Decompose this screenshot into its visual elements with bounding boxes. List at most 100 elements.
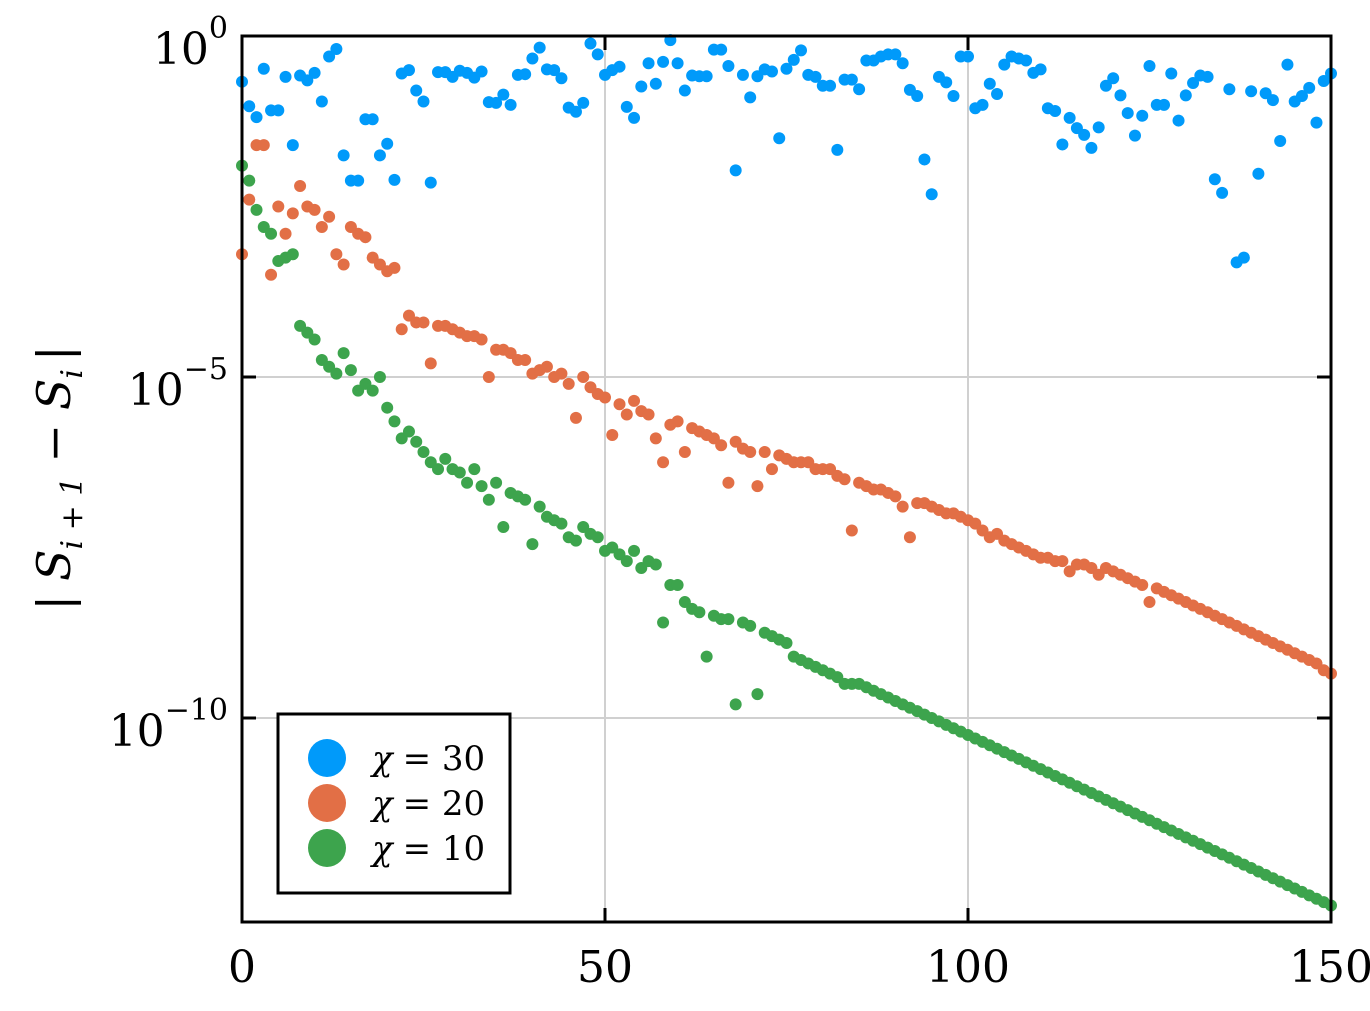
point-chi10 bbox=[337, 347, 350, 360]
point-chi30 bbox=[330, 42, 343, 55]
point-chi10 bbox=[744, 619, 757, 632]
point-chi30 bbox=[678, 84, 691, 97]
point-chi10 bbox=[729, 698, 742, 711]
point-chi30 bbox=[1107, 72, 1120, 85]
point-chi20 bbox=[569, 411, 582, 424]
point-chi30 bbox=[1274, 135, 1287, 148]
point-chi10 bbox=[555, 517, 568, 530]
point-chi20 bbox=[257, 139, 270, 152]
point-chi30 bbox=[417, 95, 430, 108]
point-chi10 bbox=[381, 401, 394, 414]
data-points bbox=[236, 34, 1337, 912]
y-axis-label-text: |Si + 1−Si| bbox=[27, 345, 90, 610]
point-chi20 bbox=[540, 360, 553, 373]
point-chi20 bbox=[482, 371, 495, 383]
point-chi30 bbox=[780, 62, 793, 75]
point-chi30 bbox=[962, 50, 974, 63]
point-chi10 bbox=[533, 500, 546, 513]
point-chi30 bbox=[1295, 90, 1308, 103]
point-chi30 bbox=[845, 73, 858, 86]
point-chi20 bbox=[903, 531, 916, 544]
point-chi30 bbox=[315, 95, 328, 108]
legend-label-chi10: χ = 10 bbox=[370, 829, 485, 869]
point-chi20 bbox=[337, 258, 350, 271]
point-chi10 bbox=[693, 606, 706, 619]
point-chi10 bbox=[402, 425, 415, 438]
point-chi30 bbox=[925, 188, 938, 201]
point-chi20 bbox=[628, 394, 641, 407]
x-tick-label: 50 bbox=[577, 942, 633, 993]
point-chi20 bbox=[272, 200, 285, 213]
point-chi30 bbox=[1020, 54, 1033, 67]
point-chi10 bbox=[468, 463, 481, 476]
point-chi30 bbox=[613, 60, 626, 73]
point-chi30 bbox=[1128, 129, 1141, 142]
point-chi10 bbox=[439, 452, 452, 465]
axis-ticks: 0 50 100 150 100 10−5 10−10 bbox=[109, 11, 1370, 993]
point-chi30 bbox=[490, 96, 503, 109]
point-chi30 bbox=[824, 79, 837, 92]
point-chi30 bbox=[1201, 70, 1214, 83]
series-chi20 bbox=[236, 139, 1337, 680]
point-chi30 bbox=[896, 57, 909, 70]
point-chi30 bbox=[1223, 83, 1236, 96]
point-chi30 bbox=[243, 100, 256, 113]
point-chi20 bbox=[519, 353, 532, 366]
point-chi30 bbox=[1099, 79, 1112, 92]
point-chi30 bbox=[323, 50, 336, 63]
point-chi20 bbox=[678, 446, 691, 459]
point-chi10 bbox=[649, 558, 662, 571]
point-chi20 bbox=[751, 480, 764, 493]
point-chi30 bbox=[635, 80, 648, 93]
point-chi20 bbox=[388, 261, 401, 274]
point-chi30 bbox=[1310, 116, 1323, 129]
point-chi10 bbox=[243, 174, 256, 187]
point-chi30 bbox=[657, 55, 670, 68]
point-chi30 bbox=[628, 111, 641, 124]
point-chi30 bbox=[787, 53, 800, 66]
point-chi30 bbox=[569, 105, 582, 118]
point-chi30 bbox=[620, 100, 633, 113]
point-chi30 bbox=[700, 70, 713, 83]
point-chi20 bbox=[395, 323, 408, 336]
y-tick-label: 10−10 bbox=[109, 693, 228, 757]
point-chi10 bbox=[780, 636, 793, 649]
point-chi30 bbox=[744, 91, 757, 104]
point-chi10 bbox=[308, 333, 321, 346]
point-chi30 bbox=[1063, 111, 1076, 124]
point-chi10 bbox=[700, 650, 713, 663]
point-chi30 bbox=[998, 58, 1011, 71]
point-chi30 bbox=[1078, 128, 1091, 141]
point-chi20 bbox=[845, 524, 858, 537]
point-chi30 bbox=[272, 104, 285, 117]
point-chi30 bbox=[722, 60, 735, 73]
point-chi30 bbox=[402, 64, 415, 77]
point-chi30 bbox=[577, 96, 590, 109]
point-chi30 bbox=[1179, 89, 1192, 102]
point-chi10 bbox=[432, 463, 445, 476]
point-chi10 bbox=[330, 367, 343, 380]
point-chi30 bbox=[548, 64, 561, 77]
point-chi30 bbox=[1143, 60, 1156, 73]
point-chi20 bbox=[889, 490, 902, 503]
point-chi20 bbox=[577, 371, 590, 383]
point-chi30 bbox=[1208, 173, 1221, 186]
point-chi30 bbox=[671, 57, 684, 70]
point-chi20 bbox=[642, 408, 655, 421]
point-chi20 bbox=[323, 210, 336, 223]
point-chi10 bbox=[366, 384, 379, 397]
point-chi30 bbox=[1281, 58, 1294, 71]
point-chi30 bbox=[591, 48, 604, 61]
point-chi20 bbox=[758, 446, 771, 459]
point-chi30 bbox=[424, 176, 437, 189]
point-chi10 bbox=[657, 616, 670, 629]
y-axis-label: |Si + 1−Si| bbox=[27, 345, 90, 610]
point-chi30 bbox=[1245, 85, 1258, 98]
point-chi30 bbox=[1034, 63, 1047, 76]
x-tick-label: 0 bbox=[228, 942, 256, 993]
point-chi20 bbox=[330, 248, 343, 261]
point-chi30 bbox=[642, 57, 655, 70]
point-chi10 bbox=[265, 227, 278, 240]
